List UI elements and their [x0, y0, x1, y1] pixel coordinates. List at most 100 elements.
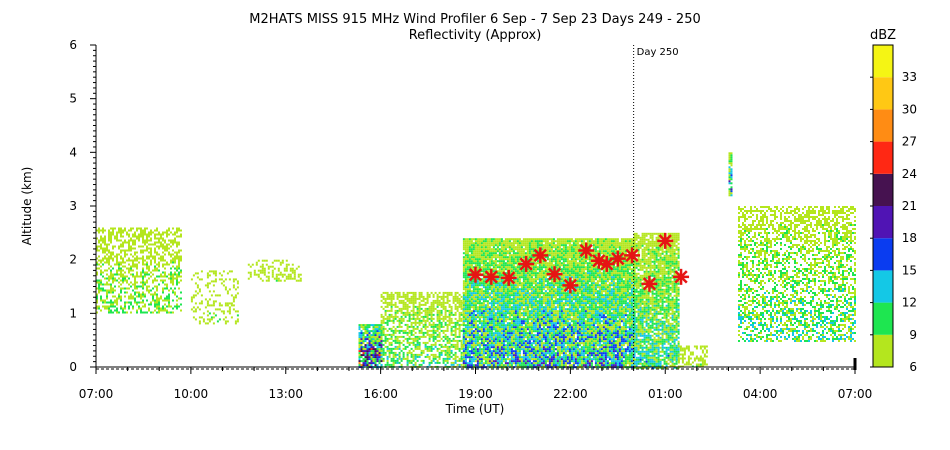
echo-cell	[476, 306, 479, 309]
echo-cell	[524, 294, 527, 297]
echo-cell	[486, 354, 489, 357]
echo-cell	[450, 317, 453, 320]
echo-cell	[154, 241, 156, 244]
echo-cell	[464, 316, 467, 319]
echo-cell	[299, 277, 302, 280]
echo-cell	[472, 302, 475, 305]
echo-cell	[502, 292, 505, 295]
echo-cell	[416, 311, 419, 314]
echo-cell	[480, 280, 483, 283]
echo-cell	[514, 246, 517, 249]
echo-cell	[466, 282, 469, 285]
echo-cell	[126, 253, 128, 256]
echo-cell	[128, 307, 130, 310]
echo-cell	[522, 290, 525, 293]
echo-cell	[265, 279, 268, 282]
echo-cell	[438, 303, 441, 306]
echo-cell	[518, 334, 521, 337]
echo-cell	[174, 255, 176, 258]
echo-cell	[156, 245, 158, 248]
echo-cell	[134, 231, 136, 234]
echo-cell	[430, 353, 433, 356]
echo-cell	[470, 342, 473, 345]
echo-cell	[504, 254, 507, 257]
echo-cell	[136, 291, 138, 294]
echo-cell	[444, 333, 447, 336]
echo-cell	[146, 263, 148, 266]
echo-cell	[486, 342, 489, 345]
echo-cell	[530, 330, 533, 333]
echo-cell	[516, 312, 519, 315]
echo-cell	[124, 291, 126, 294]
echo-cell	[526, 342, 529, 345]
echo-cell	[170, 245, 172, 248]
echo-cell	[158, 263, 160, 266]
echo-cell	[492, 262, 495, 265]
echo-cell	[526, 352, 529, 355]
echo-cell	[500, 348, 503, 351]
echo-cell	[202, 312, 205, 315]
echo-cell	[114, 305, 116, 308]
echo-cell	[528, 306, 531, 309]
echo-cell	[484, 356, 487, 359]
echo-cell	[476, 264, 479, 267]
echo-cell	[255, 263, 258, 266]
echo-cell	[514, 260, 517, 263]
echo-cell	[526, 292, 529, 295]
echo-cell	[364, 336, 367, 339]
echo-cell	[120, 257, 122, 260]
echo-cell	[544, 334, 547, 337]
echo-cell	[368, 326, 371, 329]
echo-cell	[398, 341, 401, 344]
echo-cell	[448, 309, 451, 312]
echo-cell	[100, 287, 102, 290]
echo-cell	[492, 346, 495, 349]
echo-cell	[492, 338, 495, 341]
echo-cell	[544, 294, 547, 297]
echo-cell	[500, 300, 503, 303]
echo-cell	[410, 299, 413, 302]
echo-cell	[496, 320, 499, 323]
echo-cell	[476, 298, 479, 301]
echo-cell	[295, 267, 298, 270]
echo-cell	[516, 268, 519, 271]
echo-cell	[496, 362, 499, 365]
echo-cell	[448, 355, 451, 358]
echo-cell	[406, 299, 409, 302]
echo-cell	[466, 244, 469, 247]
echo-cell	[540, 278, 543, 281]
echo-cell	[524, 246, 527, 249]
echo-cell	[362, 352, 365, 355]
echo-cell	[506, 252, 509, 255]
echo-cell	[474, 350, 477, 353]
echo-cell	[287, 263, 290, 266]
echo-cell	[498, 294, 501, 297]
echo-cell	[462, 336, 465, 339]
echo-cell	[500, 290, 503, 293]
echo-cell	[120, 255, 122, 258]
echo-cell	[532, 364, 535, 367]
echo-cell	[462, 304, 465, 307]
echo-cell	[112, 231, 114, 234]
echo-cell	[516, 308, 519, 311]
echo-cell	[492, 332, 495, 335]
echo-cell	[530, 364, 533, 367]
echo-cell	[544, 340, 547, 343]
echo-cell	[474, 258, 477, 261]
echo-cell	[524, 356, 527, 359]
echo-cell	[536, 262, 539, 265]
echo-cell	[466, 328, 469, 331]
echo-cell	[267, 265, 270, 268]
echo-cell	[194, 318, 197, 321]
echo-cell	[96, 247, 98, 250]
echo-cell	[470, 300, 473, 303]
echo-cell	[496, 284, 499, 287]
echo-cell	[544, 292, 547, 295]
echo-cell	[508, 322, 511, 325]
echo-cell	[122, 241, 124, 244]
echo-cell	[130, 311, 132, 314]
echo-cell	[536, 242, 539, 245]
echo-cell	[372, 362, 375, 365]
echo-cell	[528, 300, 531, 303]
echo-cell	[520, 334, 523, 337]
